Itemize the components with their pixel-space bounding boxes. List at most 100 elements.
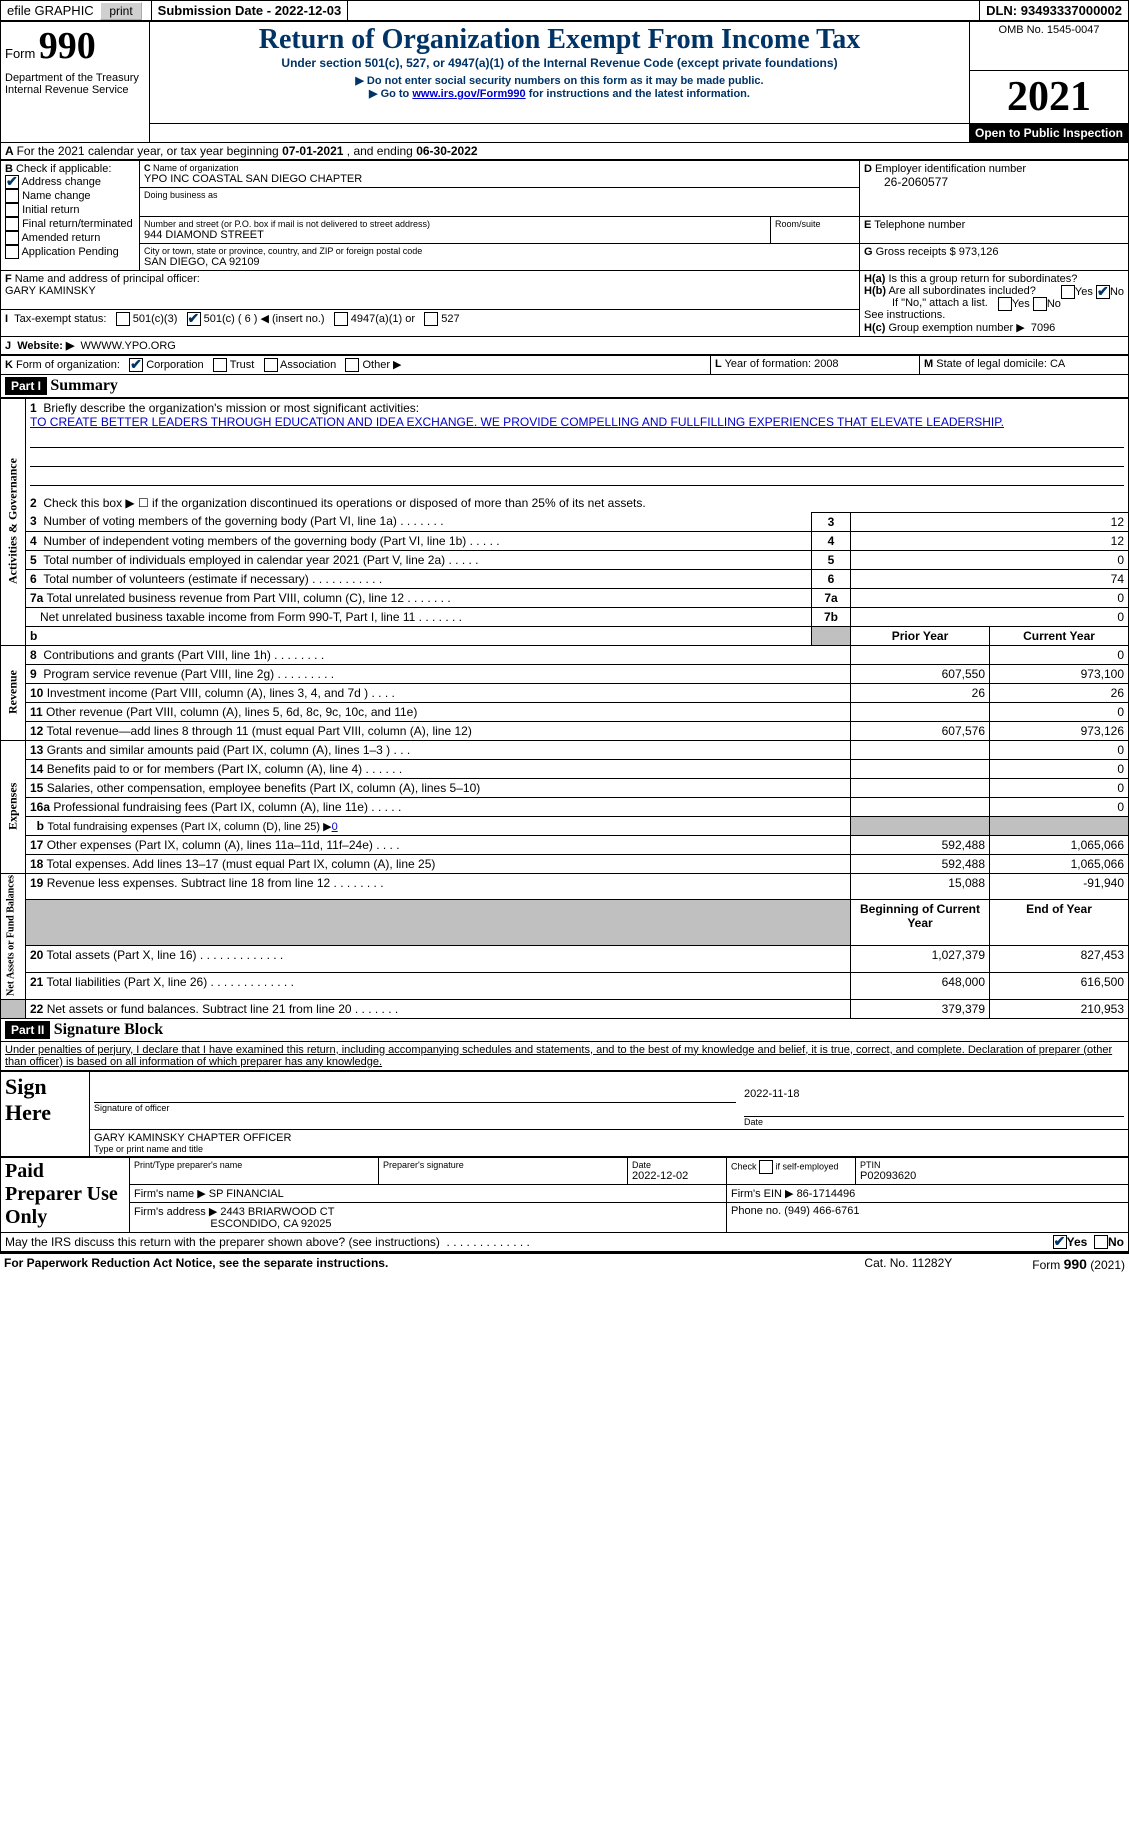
prior-year-header: Prior Year xyxy=(892,629,948,643)
501c-checkbox[interactable] xyxy=(187,312,201,326)
ein-label: Employer identification number xyxy=(875,163,1026,175)
rev-line: Total revenue—add lines 8 through 11 (mu… xyxy=(46,724,471,738)
print-button[interactable]: print xyxy=(100,2,141,20)
gov-val: 0 xyxy=(851,588,1129,607)
501c3-checkbox[interactable] xyxy=(116,312,130,326)
address-change-checkbox[interactable] xyxy=(5,175,19,189)
date-label: Date xyxy=(744,1117,1124,1127)
dba-label: Doing business as xyxy=(144,190,855,200)
rev-val: 26 xyxy=(990,683,1129,702)
line2-text: Check this box ▶ ☐ if the organization d… xyxy=(43,496,645,510)
other-checkbox[interactable] xyxy=(345,358,359,372)
exp-val: 0 xyxy=(990,759,1129,778)
hb-yes-checkbox[interactable] xyxy=(998,297,1012,311)
exp-val: 592,488 xyxy=(851,854,990,873)
na-val: 379,379 xyxy=(851,999,990,1018)
rev-val: 607,576 xyxy=(851,721,990,740)
exp-line: Grants and similar amounts paid (Part IX… xyxy=(47,743,390,757)
rev-val: 0 xyxy=(990,645,1129,664)
end-year-header: End of Year xyxy=(1026,902,1092,916)
exp-val: 0 xyxy=(990,740,1129,759)
tax-status-label: Tax-exempt status: xyxy=(14,313,106,325)
dln: DLN: 93493337000002 xyxy=(979,1,1128,20)
sig-date: 2022-11-18 xyxy=(744,1074,1124,1117)
501c-suffix: ) ◀ (insert no.) xyxy=(251,313,325,325)
omb-number: OMB No. 1545-0047 xyxy=(970,22,1129,71)
ha-yes-checkbox[interactable] xyxy=(1061,285,1075,299)
exp-line: Revenue less expenses. Subtract line 18 … xyxy=(47,876,331,890)
hc-label: Group exemption number ▶ xyxy=(888,322,1024,334)
ha-no-checkbox[interactable] xyxy=(1096,285,1110,299)
begin-year-header: Beginning of Current Year xyxy=(860,902,980,930)
dept-treasury: Department of the TreasuryInternal Reven… xyxy=(1,70,150,142)
fundraising-link[interactable]: 0 xyxy=(332,821,338,833)
app-pending-checkbox[interactable] xyxy=(5,245,19,259)
gov-line: Net unrelated business taxable income fr… xyxy=(40,610,415,624)
city-value: SAN DIEGO, CA 92109 xyxy=(144,256,855,268)
section-a: A For the 2021 calendar year, or tax yea… xyxy=(0,143,1129,160)
amended-checkbox[interactable] xyxy=(5,231,19,245)
trust-checkbox[interactable] xyxy=(213,358,227,372)
vlabel-na: Net Assets or Fund Balances xyxy=(1,873,26,999)
paid-preparer-table: Paid Preparer Use Only Print/Type prepar… xyxy=(0,1157,1129,1233)
part1-table: Activities & Governance 1 Briefly descri… xyxy=(0,398,1129,1019)
final-return-checkbox[interactable] xyxy=(5,217,19,231)
pp-date-label: Date xyxy=(632,1160,722,1170)
form-subtitle: Under section 501(c), 527, or 4947(a)(1)… xyxy=(154,56,965,70)
firm-addr2: ESCONDIDO, CA 92025 xyxy=(210,1218,331,1230)
527-label: 527 xyxy=(441,313,459,325)
name-change-label: Name change xyxy=(22,189,91,201)
final-return-label: Final return/terminated xyxy=(22,217,133,229)
initial-return-checkbox[interactable] xyxy=(5,203,19,217)
ha-label: Is this a group return for subordinates? xyxy=(888,273,1077,285)
klm-row: K Form of organization: Corporation Trus… xyxy=(0,355,1129,375)
discuss-no-checkbox[interactable] xyxy=(1094,1235,1108,1249)
4947-checkbox[interactable] xyxy=(334,312,348,326)
exp-line: Other expenses (Part IX, column (A), lin… xyxy=(47,838,373,852)
irs-link[interactable]: www.irs.gov/Form990 xyxy=(412,88,525,100)
name-change-checkbox[interactable] xyxy=(5,189,19,203)
gov-line: Total number of volunteers (estimate if … xyxy=(43,572,308,586)
gov-val: 0 xyxy=(851,550,1129,569)
city-label: City or town, state or province, country… xyxy=(144,246,855,256)
address-change-label: Address change xyxy=(21,175,101,187)
pp-date: 2022-12-02 xyxy=(632,1170,722,1182)
domicile-value: CA xyxy=(1050,358,1065,370)
rev-val: 973,126 xyxy=(990,721,1129,740)
exp-line: Total expenses. Add lines 13–17 (must eq… xyxy=(46,857,435,871)
efile-label: efile GRAPHIC print xyxy=(1,1,152,20)
part2-bar: Part II xyxy=(5,1021,50,1039)
sign-here-label: Sign Here xyxy=(1,1071,90,1156)
gov-line: Number of voting members of the governin… xyxy=(43,514,397,528)
527-checkbox[interactable] xyxy=(424,312,438,326)
domicile-label: State of legal domicile: xyxy=(936,358,1050,370)
na-val: 827,453 xyxy=(990,946,1129,973)
rev-val: 973,100 xyxy=(990,664,1129,683)
self-employed-check: Check if self-employed xyxy=(727,1157,856,1184)
officer-sig-name: GARY KAMINSKY CHAPTER OFFICER xyxy=(94,1132,1124,1144)
firm-phone: (949) 466-6761 xyxy=(784,1205,859,1217)
rev-line: Other revenue (Part VIII, column (A), li… xyxy=(46,705,417,719)
discuss-yes-checkbox[interactable] xyxy=(1053,1235,1067,1249)
hc-value: 7096 xyxy=(1031,322,1055,334)
corp-checkbox[interactable] xyxy=(129,358,143,372)
corp-label: Corporation xyxy=(146,359,203,371)
rev-val: 0 xyxy=(990,702,1129,721)
phone-label: Telephone number xyxy=(874,219,965,231)
part2-header: Part II Signature Block xyxy=(0,1019,1129,1042)
street-value: 944 DIAMOND STREET xyxy=(144,229,766,241)
gross-label: Gross receipts $ xyxy=(876,246,959,258)
page-footer: For Paperwork Reduction Act Notice, see … xyxy=(0,1252,1129,1274)
trust-label: Trust xyxy=(230,359,255,371)
form-org-label: Form of organization: xyxy=(16,359,120,371)
firm-name: SP FINANCIAL xyxy=(209,1188,284,1200)
gov-line: Number of independent voting members of … xyxy=(43,534,466,548)
sign-here-table: Sign Here Signature of officer 2022-11-1… xyxy=(0,1071,1129,1157)
ptin-label: PTIN xyxy=(860,1160,1124,1170)
rev-val: 607,550 xyxy=(851,664,990,683)
hb-no-checkbox[interactable] xyxy=(1033,297,1047,311)
room-label: Room/suite xyxy=(771,216,860,243)
org-name: YPO INC COASTAL SAN DIEGO CHAPTER xyxy=(144,173,855,185)
assoc-checkbox[interactable] xyxy=(264,358,278,372)
self-employed-checkbox[interactable] xyxy=(759,1160,773,1174)
